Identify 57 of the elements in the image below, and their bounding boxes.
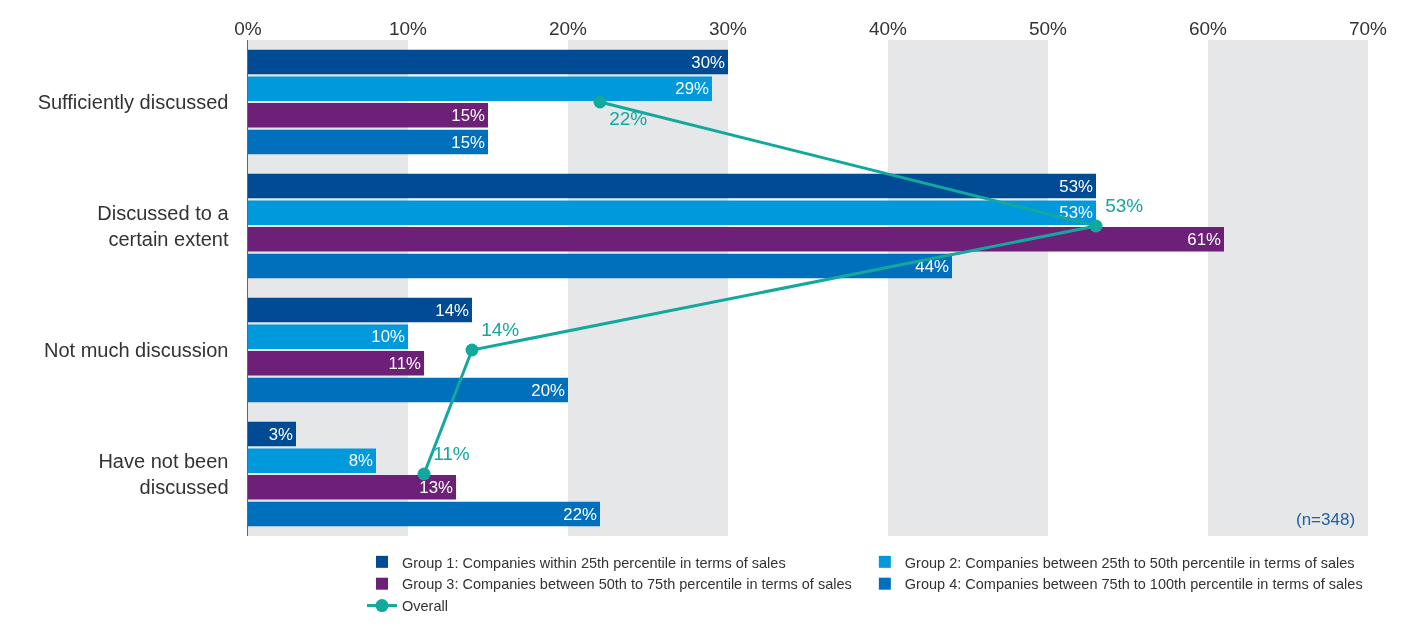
data-label: 11% <box>433 443 470 465</box>
legend-label: Group 4: Companies between 75th to 100th percentile in terms of sales <box>904 576 1363 593</box>
x-tick-label: 70% <box>1348 18 1388 40</box>
x-tick-label: 20% <box>548 18 588 40</box>
x-tick-label: 30% <box>708 18 748 40</box>
data-label: 8% <box>348 451 374 471</box>
data-label: 44% <box>915 256 950 276</box>
data-label: 3% <box>268 424 294 444</box>
data-label: 30% <box>691 52 726 72</box>
bar <box>248 200 1096 225</box>
bar <box>248 103 488 128</box>
bar <box>248 76 712 101</box>
bar <box>248 351 424 376</box>
y-tick-label: Have not been discussed <box>98 450 229 498</box>
bar <box>248 253 952 279</box>
data-label: 29% <box>675 79 710 99</box>
bar <box>248 448 376 473</box>
bar <box>248 501 600 527</box>
bar <box>248 49 728 75</box>
data-label: 53% <box>1059 176 1094 196</box>
bar <box>248 173 1096 199</box>
data-label: 53% <box>1105 195 1144 217</box>
bar <box>248 297 472 323</box>
legend-label: Group 3: Companies between 50th to 75th percentile in terms of sales <box>402 576 852 593</box>
x-tick-label: 40% <box>868 18 908 40</box>
point <box>417 467 431 481</box>
data-label: 15% <box>451 132 486 152</box>
point <box>465 343 479 357</box>
legend-label: Group 1: Companies within 25th percentile in terms of sales <box>402 554 786 571</box>
x-tick-label: 60% <box>1188 18 1228 40</box>
data-label: 14% <box>435 300 470 320</box>
legend-label: Overall <box>402 598 448 615</box>
data-label: 14% <box>481 319 520 341</box>
data-label: 13% <box>419 478 454 498</box>
y-tick-label: Not much discussion <box>43 339 229 361</box>
annotation: (n=348) <box>1296 510 1356 529</box>
bar <box>248 227 1224 252</box>
point <box>1089 219 1103 233</box>
y-tick-label: Sufficiently discussed <box>37 91 229 113</box>
data-label: 20% <box>531 380 566 400</box>
legend-label: Group 2: Companies between 25th to 50th percentile in terms of sales <box>904 554 1355 571</box>
x-tick-label: 10% <box>388 18 428 40</box>
bar <box>248 475 456 500</box>
data-label: 22% <box>563 504 598 524</box>
bar <box>248 324 408 349</box>
data-label: 53% <box>1059 203 1094 223</box>
data-label: 15% <box>451 106 486 126</box>
x-tick-label: 0% <box>234 18 262 40</box>
bar <box>248 129 488 155</box>
x-tick-label: 50% <box>1028 18 1068 40</box>
data-label: 11% <box>388 354 421 374</box>
data-label: 22% <box>609 108 648 130</box>
bar <box>248 377 568 403</box>
data-label: 61% <box>1187 230 1222 250</box>
y-tick-label: Discussed to a certain extent <box>97 202 230 250</box>
data-label: 10% <box>371 327 406 347</box>
point <box>593 95 607 109</box>
